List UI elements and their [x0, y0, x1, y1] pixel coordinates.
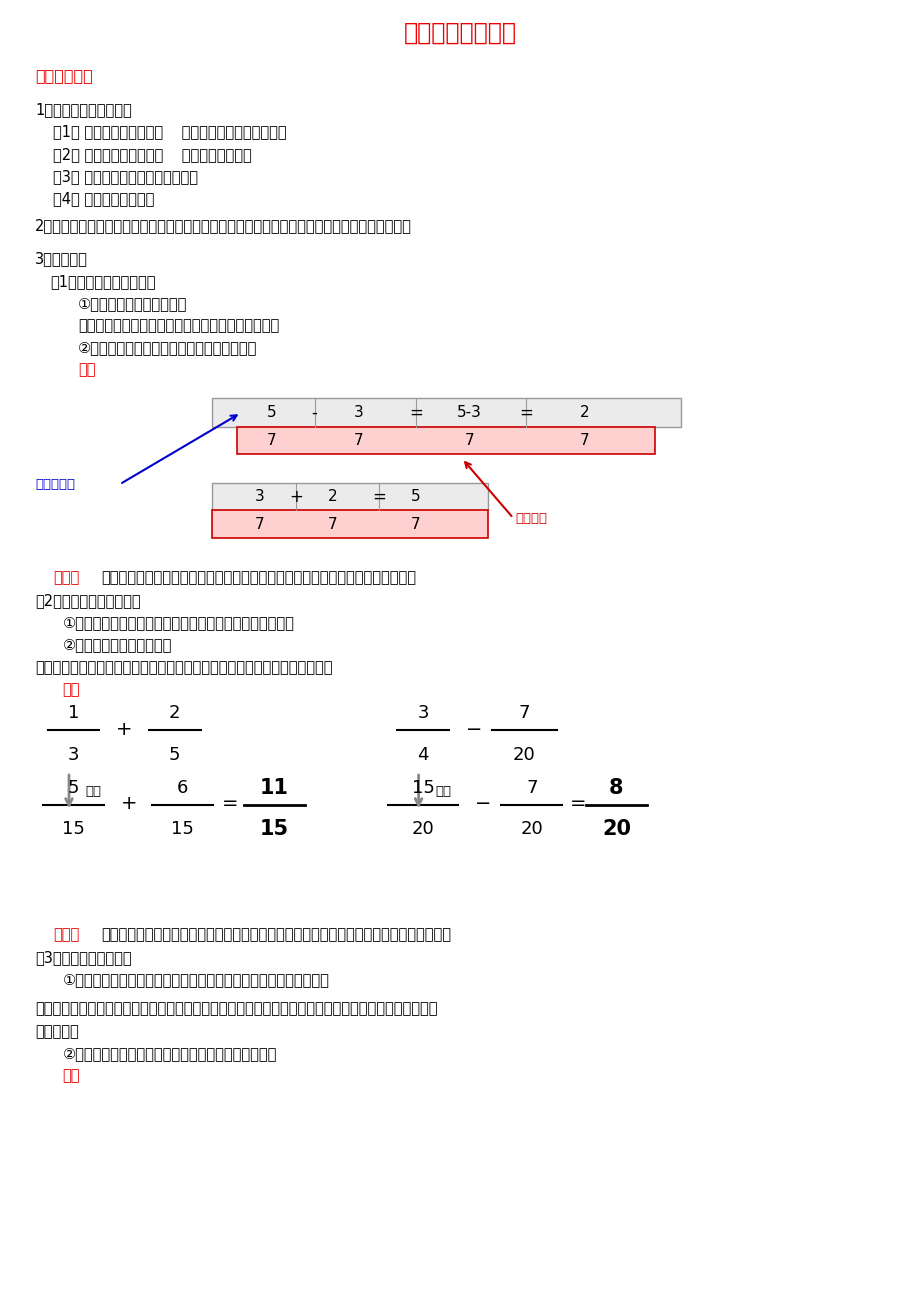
Text: 3: 3	[354, 405, 363, 421]
Text: 2: 2	[328, 490, 337, 504]
Text: =: =	[518, 404, 533, 422]
Text: 3: 3	[417, 704, 428, 723]
Text: 1: 1	[68, 704, 79, 723]
Text: 在一个算式中，如果有括号，应先算括号里面的，再算括号外面的；如果只含有同一级运算，应从左到右: 在一个算式中，如果有括号，应先算括号里面的，再算括号外面的；如果只含有同一级运算…	[35, 1001, 437, 1017]
Text: 7: 7	[328, 517, 337, 531]
Text: 2: 2	[579, 405, 588, 421]
Text: （4） 结果要是最简分数: （4） 结果要是最简分数	[53, 191, 154, 206]
Text: 8: 8	[608, 777, 623, 798]
Text: 分析：: 分析：	[53, 570, 80, 586]
Text: ①、分母不同，也就是分数单位不同，不能直接相加、减。: ①、分母不同，也就是分数单位不同，不能直接相加、减。	[62, 616, 294, 630]
Text: 7: 7	[255, 517, 264, 531]
Text: +: +	[120, 794, 137, 812]
Text: 3: 3	[68, 746, 79, 764]
Text: −: −	[465, 720, 482, 738]
Text: −: −	[474, 794, 491, 812]
Text: （2） 异分母分数加、减法    （通分后再加减）: （2） 异分母分数加、减法 （通分后再加减）	[53, 147, 252, 161]
Text: 5: 5	[68, 779, 79, 797]
Text: 例：: 例：	[62, 1068, 80, 1083]
Text: +: +	[116, 720, 132, 738]
Text: 依次计算。: 依次计算。	[35, 1023, 79, 1039]
Text: 15: 15	[171, 820, 193, 838]
FancyBboxPatch shape	[211, 398, 680, 427]
Text: 5: 5	[411, 490, 420, 504]
Text: 6: 6	[176, 779, 187, 797]
Text: 7: 7	[354, 434, 363, 448]
Text: 15: 15	[412, 779, 434, 797]
Text: -: -	[312, 404, 317, 422]
Text: 11: 11	[259, 777, 289, 798]
Text: 异分母相加减时，我们一定要先找到最小公分母通分，然后根据同分母的计算方法来计算。: 异分母相加减时，我们一定要先找到最小公分母通分，然后根据同分母的计算方法来计算。	[101, 927, 450, 943]
Text: 20: 20	[513, 746, 535, 764]
Text: 4: 4	[417, 746, 428, 764]
Text: 15: 15	[62, 820, 85, 838]
Text: （3） 分数加减混合运算：同整数。: （3） 分数加减混合运算：同整数。	[53, 169, 199, 184]
Text: 20: 20	[520, 820, 542, 838]
Text: ①、同分母分数加、减法：: ①、同分母分数加、减法：	[78, 296, 187, 311]
Text: 同分母分数相加、减，分母不变，只把分子相加减。: 同分母分数相加、减，分母不变，只把分子相加减。	[78, 318, 279, 333]
Text: 二、知识要点: 二、知识要点	[35, 68, 93, 83]
Text: 例：: 例：	[78, 362, 96, 378]
Text: ②、整数加法的交换律、结合律对分数加法同样适用。: ②、整数加法的交换律、结合律对分数加法同样适用。	[62, 1046, 277, 1061]
Text: 通分: 通分	[85, 785, 101, 798]
Text: 3、详细解释: 3、详细解释	[35, 251, 87, 267]
Text: ②、计算的结果，能约分的要约成最简分数。: ②、计算的结果，能约分的要约成最简分数。	[78, 340, 257, 355]
Text: 2: 2	[169, 704, 180, 723]
FancyBboxPatch shape	[211, 483, 487, 510]
Text: （3）分数加减混合运算: （3）分数加减混合运算	[35, 950, 131, 965]
Text: =: =	[371, 488, 386, 505]
Text: ②、异分母分数的加减法：: ②、异分母分数的加减法：	[62, 638, 172, 652]
Text: 异分母分数相加、减，要先通分，再按照同分母分数加减法的方法进行计算。: 异分母分数相加、减，要先通分，再按照同分母分数加减法的方法进行计算。	[35, 660, 332, 674]
Text: 5: 5	[169, 746, 180, 764]
Text: ①、分数加减混合运算的运算顺序与整数加减混合运算的顺序相同。: ①、分数加减混合运算的运算顺序与整数加减混合运算的顺序相同。	[62, 973, 329, 987]
Text: （1） 同分母分数加、减法    （分母不变，分子相加减）: （1） 同分母分数加、减法 （分母不变，分子相加减）	[53, 125, 287, 139]
Text: （2）异分母分数加、减法: （2）异分母分数加、减法	[35, 594, 141, 608]
Text: +: +	[289, 488, 303, 505]
Text: 15: 15	[259, 819, 289, 840]
Text: 5-3: 5-3	[456, 405, 482, 421]
FancyBboxPatch shape	[237, 427, 654, 454]
Text: 7: 7	[526, 779, 537, 797]
Text: 2、带分数加减法：带分数相加减，整数部分和分数部分分别相加减，再把所得的结果合并起来。: 2、带分数加减法：带分数相加减，整数部分和分数部分分别相加减，再把所得的结果合并…	[35, 219, 412, 233]
Text: 分数的加法和减法: 分数的加法和减法	[403, 21, 516, 44]
Text: 20: 20	[412, 820, 434, 838]
Text: 1、分数数的加法和减法: 1、分数数的加法和减法	[35, 103, 131, 117]
Text: 例：: 例：	[62, 682, 80, 698]
Text: 7: 7	[267, 434, 276, 448]
Text: 7: 7	[579, 434, 588, 448]
Text: 5: 5	[267, 405, 276, 421]
FancyBboxPatch shape	[211, 510, 487, 538]
Text: 7: 7	[464, 434, 473, 448]
Text: 3: 3	[255, 490, 264, 504]
Text: =: =	[408, 404, 423, 422]
Text: 通分: 通分	[435, 785, 450, 798]
Text: 7: 7	[411, 517, 420, 531]
Text: =: =	[221, 794, 238, 812]
Text: 20: 20	[601, 819, 630, 840]
Text: 7: 7	[518, 704, 529, 723]
Text: 分母设变: 分母设变	[515, 512, 547, 525]
Text: 分子相加减: 分子相加减	[35, 478, 74, 491]
Text: =: =	[569, 794, 585, 812]
Text: （1）同分母分数加、减法: （1）同分母分数加、减法	[51, 273, 156, 289]
Text: 在同分母相加减中，一定要注意分母不变，分子相加减，上面两题计算步骤正确。: 在同分母相加减中，一定要注意分母不变，分子相加减，上面两题计算步骤正确。	[101, 570, 415, 586]
Text: 分析：: 分析：	[53, 927, 80, 943]
